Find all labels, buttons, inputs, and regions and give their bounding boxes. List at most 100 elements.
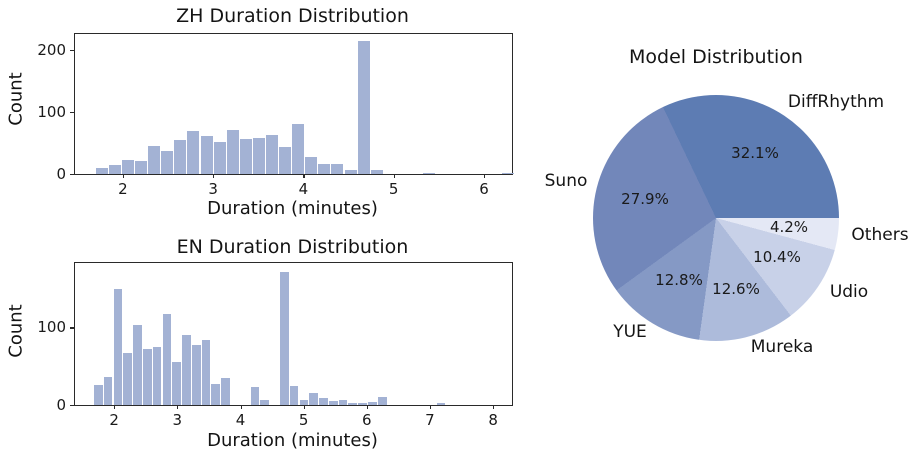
y-tick-mark	[70, 405, 74, 407]
histogram-bar	[338, 399, 348, 405]
x-tick-label: 2	[109, 411, 119, 429]
zh-histogram-plot-area: 2 3 4 5 6 0 100 200	[37, 33, 514, 198]
histogram-bar	[239, 139, 252, 174]
x-tick-label: 6	[479, 180, 489, 198]
pie-slice-label: DiffRhythm	[787, 92, 885, 112]
histogram-bar	[93, 384, 103, 405]
y-tick-mark	[70, 327, 74, 329]
histogram-bar	[423, 173, 436, 174]
histogram-bar	[344, 170, 357, 174]
histogram-bar	[226, 130, 239, 174]
y-tick-mark	[70, 50, 74, 52]
model-distribution-pie	[593, 95, 839, 341]
y-tick-label: 100	[37, 103, 66, 122]
x-tick-mark	[493, 405, 495, 409]
histogram-bar	[357, 40, 370, 174]
histogram-bar	[201, 339, 211, 405]
x-tick-label: 4	[235, 411, 246, 429]
histogram-bar	[113, 288, 123, 405]
x-tick-mark	[366, 405, 368, 409]
histogram-bar	[95, 168, 108, 174]
y-tick-label: 100	[37, 318, 66, 337]
histogram-bar	[172, 362, 182, 405]
y-tick-label: 0	[56, 165, 66, 183]
histogram-bar	[292, 124, 305, 174]
histogram-bar	[260, 399, 270, 405]
histogram-bar	[358, 403, 367, 405]
histogram-bar	[200, 136, 213, 174]
histogram-bar	[279, 271, 289, 405]
x-tick-mark	[303, 405, 305, 409]
y-tick-label: 0	[56, 396, 66, 414]
x-tick-label: 3	[172, 411, 183, 429]
x-tick-label: 8	[488, 411, 498, 429]
histogram-bar	[162, 314, 172, 405]
pie-slice-percentage: 4.2%	[769, 218, 809, 236]
x-tick-mark	[213, 174, 215, 178]
histogram-bar	[266, 135, 279, 174]
zh-x-axis-label: Duration (minutes)	[207, 198, 378, 219]
histogram-bar	[348, 403, 358, 405]
pie-slice-percentage: 32.1%	[731, 144, 779, 162]
y-tick-mark	[70, 112, 74, 114]
histogram-bar	[252, 137, 265, 174]
x-tick-mark	[122, 174, 125, 178]
en-histogram-plot-area: 2 3 4 5 6 7 8 0 100	[37, 262, 513, 429]
histogram-bar	[182, 335, 191, 405]
x-tick-mark	[429, 405, 432, 409]
pie-slice-label: Udio	[829, 282, 869, 302]
histogram-bar	[368, 401, 377, 405]
pie-slice-percentage: 10.4%	[753, 248, 801, 266]
histogram-bar	[148, 146, 161, 174]
en-chart-title: EN Duration Distribution	[176, 236, 409, 258]
x-tick-mark	[177, 405, 179, 409]
pie-slice-label: Suno	[544, 171, 588, 191]
x-tick-mark	[484, 174, 486, 178]
histogram-bar	[331, 164, 344, 174]
histogram-bar	[211, 384, 221, 405]
y-tick-label: 200	[37, 41, 66, 60]
x-tick-mark	[303, 174, 305, 178]
y-tick-mark	[70, 174, 74, 176]
histogram-bar	[305, 157, 318, 174]
histogram-bar	[187, 131, 200, 174]
histogram-bar	[152, 346, 162, 405]
histogram-bar	[319, 398, 328, 405]
x-tick-label: 4	[298, 180, 309, 198]
pie-slice-label: Mureka	[750, 337, 814, 357]
histogram-bar	[123, 353, 133, 405]
pie-slice-percentage: 12.6%	[712, 280, 760, 298]
histogram-bar	[161, 151, 174, 174]
histogram-bar	[142, 349, 152, 405]
x-tick-mark	[114, 405, 116, 409]
histogram-bar	[289, 386, 299, 405]
histogram-bar	[213, 141, 226, 174]
x-tick-label: 5	[388, 180, 399, 198]
zh-chart-title: ZH Duration Distribution	[176, 5, 409, 27]
histogram-bar	[309, 393, 319, 405]
x-tick-mark	[393, 174, 395, 178]
x-tick-label: 2	[118, 180, 128, 198]
histogram-bar	[279, 146, 292, 174]
histogram-bar	[318, 164, 331, 174]
histogram-bar	[377, 397, 387, 405]
histogram-bar	[250, 387, 260, 405]
pie-slice-label: Others	[851, 225, 909, 245]
x-tick-label: 7	[425, 411, 435, 429]
pie-slice-percentage: 27.9%	[621, 190, 669, 208]
x-tick-label: 6	[362, 411, 372, 429]
pie-slice-label: YUE	[613, 322, 647, 342]
histogram-bar	[370, 170, 383, 174]
histogram-bar	[135, 161, 148, 174]
histogram-bar	[133, 325, 142, 405]
histogram-bar	[436, 403, 446, 405]
en-x-axis-label: Duration (minutes)	[207, 430, 378, 451]
histogram-bar	[328, 401, 338, 405]
pie-slice-percentage: 12.8%	[655, 271, 703, 289]
histogram-bar	[191, 344, 201, 405]
histogram-bar	[103, 377, 113, 405]
histogram-bar	[501, 173, 514, 174]
histogram-bar	[299, 399, 309, 405]
histogram-bar	[122, 159, 135, 174]
